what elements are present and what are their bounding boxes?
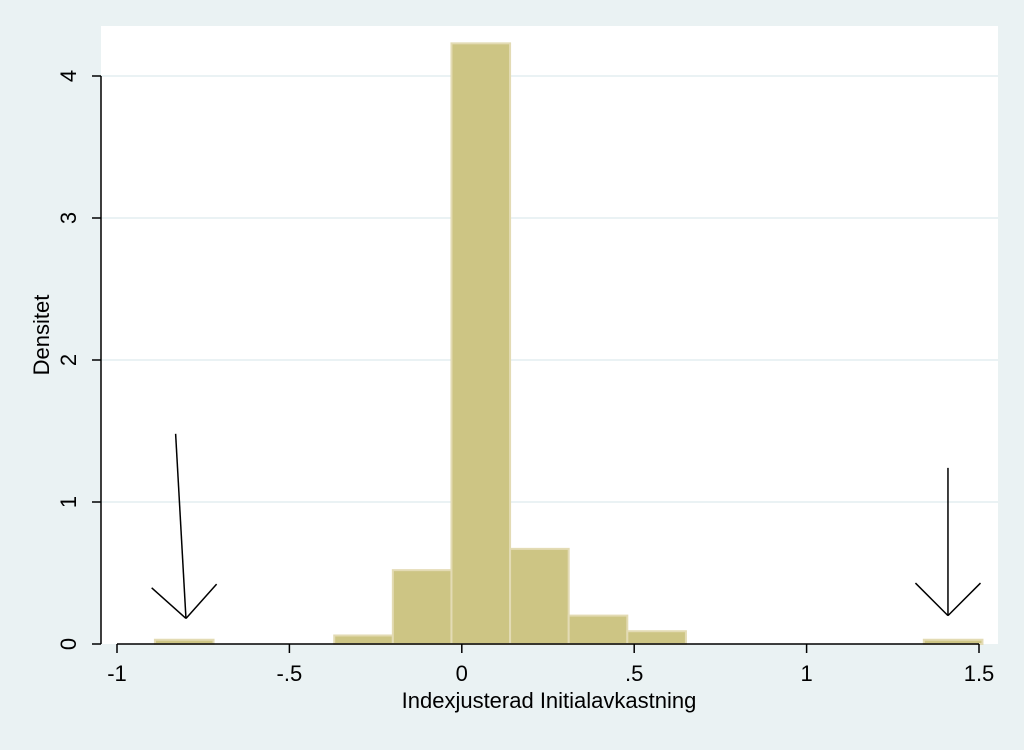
x-tick-label: 0 <box>456 661 468 686</box>
y-tick-label: 4 <box>56 70 81 82</box>
histogram-bar <box>333 634 394 645</box>
arrow-head-line <box>151 587 187 619</box>
grid-lines <box>101 75 998 503</box>
arrow-shaft <box>174 433 187 619</box>
arrow-head-line <box>947 582 982 617</box>
arrow-head-line <box>914 582 949 617</box>
x-tick-label: -.5 <box>277 661 303 686</box>
axes: 0 1 2 3 4 -1 -.5 0 .5 1 1.5 <box>56 70 994 686</box>
y-axis-label: Densitet <box>29 295 54 376</box>
histogram-bar <box>626 630 687 645</box>
x-tick-label: .5 <box>625 661 643 686</box>
plot-area <box>101 26 998 644</box>
histogram-bar <box>391 569 453 645</box>
annotation-arrows <box>151 433 982 619</box>
y-tick-label: 0 <box>56 638 81 650</box>
histogram-bar <box>567 614 629 645</box>
x-tick-label: -1 <box>107 661 127 686</box>
x-axis-label: Indexjusterad Initialavkastning <box>402 688 697 713</box>
histogram-bar <box>450 42 512 645</box>
annotation-arrow <box>151 433 218 619</box>
y-tick-label: 1 <box>56 496 81 508</box>
arrow-head-line <box>185 583 218 619</box>
annotation-arrow <box>914 467 982 617</box>
y-tick-label: 3 <box>56 212 81 224</box>
x-tick-label: 1.5 <box>964 661 995 686</box>
x-tick-label: 1 <box>800 661 812 686</box>
histogram-bar <box>509 547 570 645</box>
histogram-bars <box>153 42 984 645</box>
y-tick-label: 2 <box>56 354 81 366</box>
